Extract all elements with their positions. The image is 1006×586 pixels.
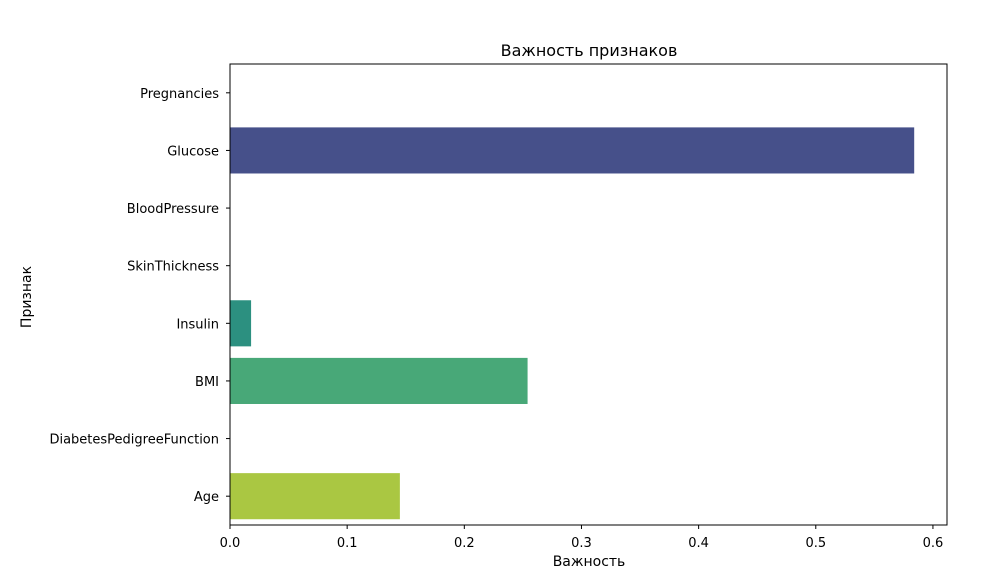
x-tick-label: 0.0 (220, 536, 241, 551)
y-tick-label: SkinThickness (127, 260, 219, 275)
y-tick-label: BMI (195, 375, 219, 390)
bar-insulin (230, 300, 252, 347)
x-axis-label: Важность (553, 554, 626, 570)
y-tick-label: Pregnancies (140, 87, 219, 102)
bar-glucose (230, 127, 915, 174)
x-tick-label: 0.4 (688, 536, 709, 551)
y-axis-label: Признак (19, 266, 35, 328)
y-axis: Pregnancies Glucose BloodPressure SkinThick… (49, 87, 230, 505)
x-tick-label: 0.5 (805, 536, 826, 551)
y-tick-label: Insulin (176, 317, 219, 332)
bars-group (230, 127, 915, 520)
y-tick-label: DiabetesPedigreeFunction (49, 433, 219, 448)
x-tick-label: 0.1 (337, 536, 358, 551)
plot-frame (229, 63, 948, 526)
chart-title: Важность признаков (501, 41, 678, 60)
x-tick-label: 0.6 (923, 536, 944, 551)
x-axis: 0.0 0.1 0.2 0.3 0.4 0.5 0.6 (220, 525, 944, 551)
y-tick-label: BloodPressure (127, 202, 219, 217)
y-tick-label: Age (194, 490, 219, 505)
x-tick-label: 0.2 (454, 536, 475, 551)
x-tick-label: 0.3 (571, 536, 592, 551)
bar-age (230, 473, 400, 520)
y-tick-label: Glucose (167, 144, 219, 159)
bar-bmi (230, 357, 528, 404)
